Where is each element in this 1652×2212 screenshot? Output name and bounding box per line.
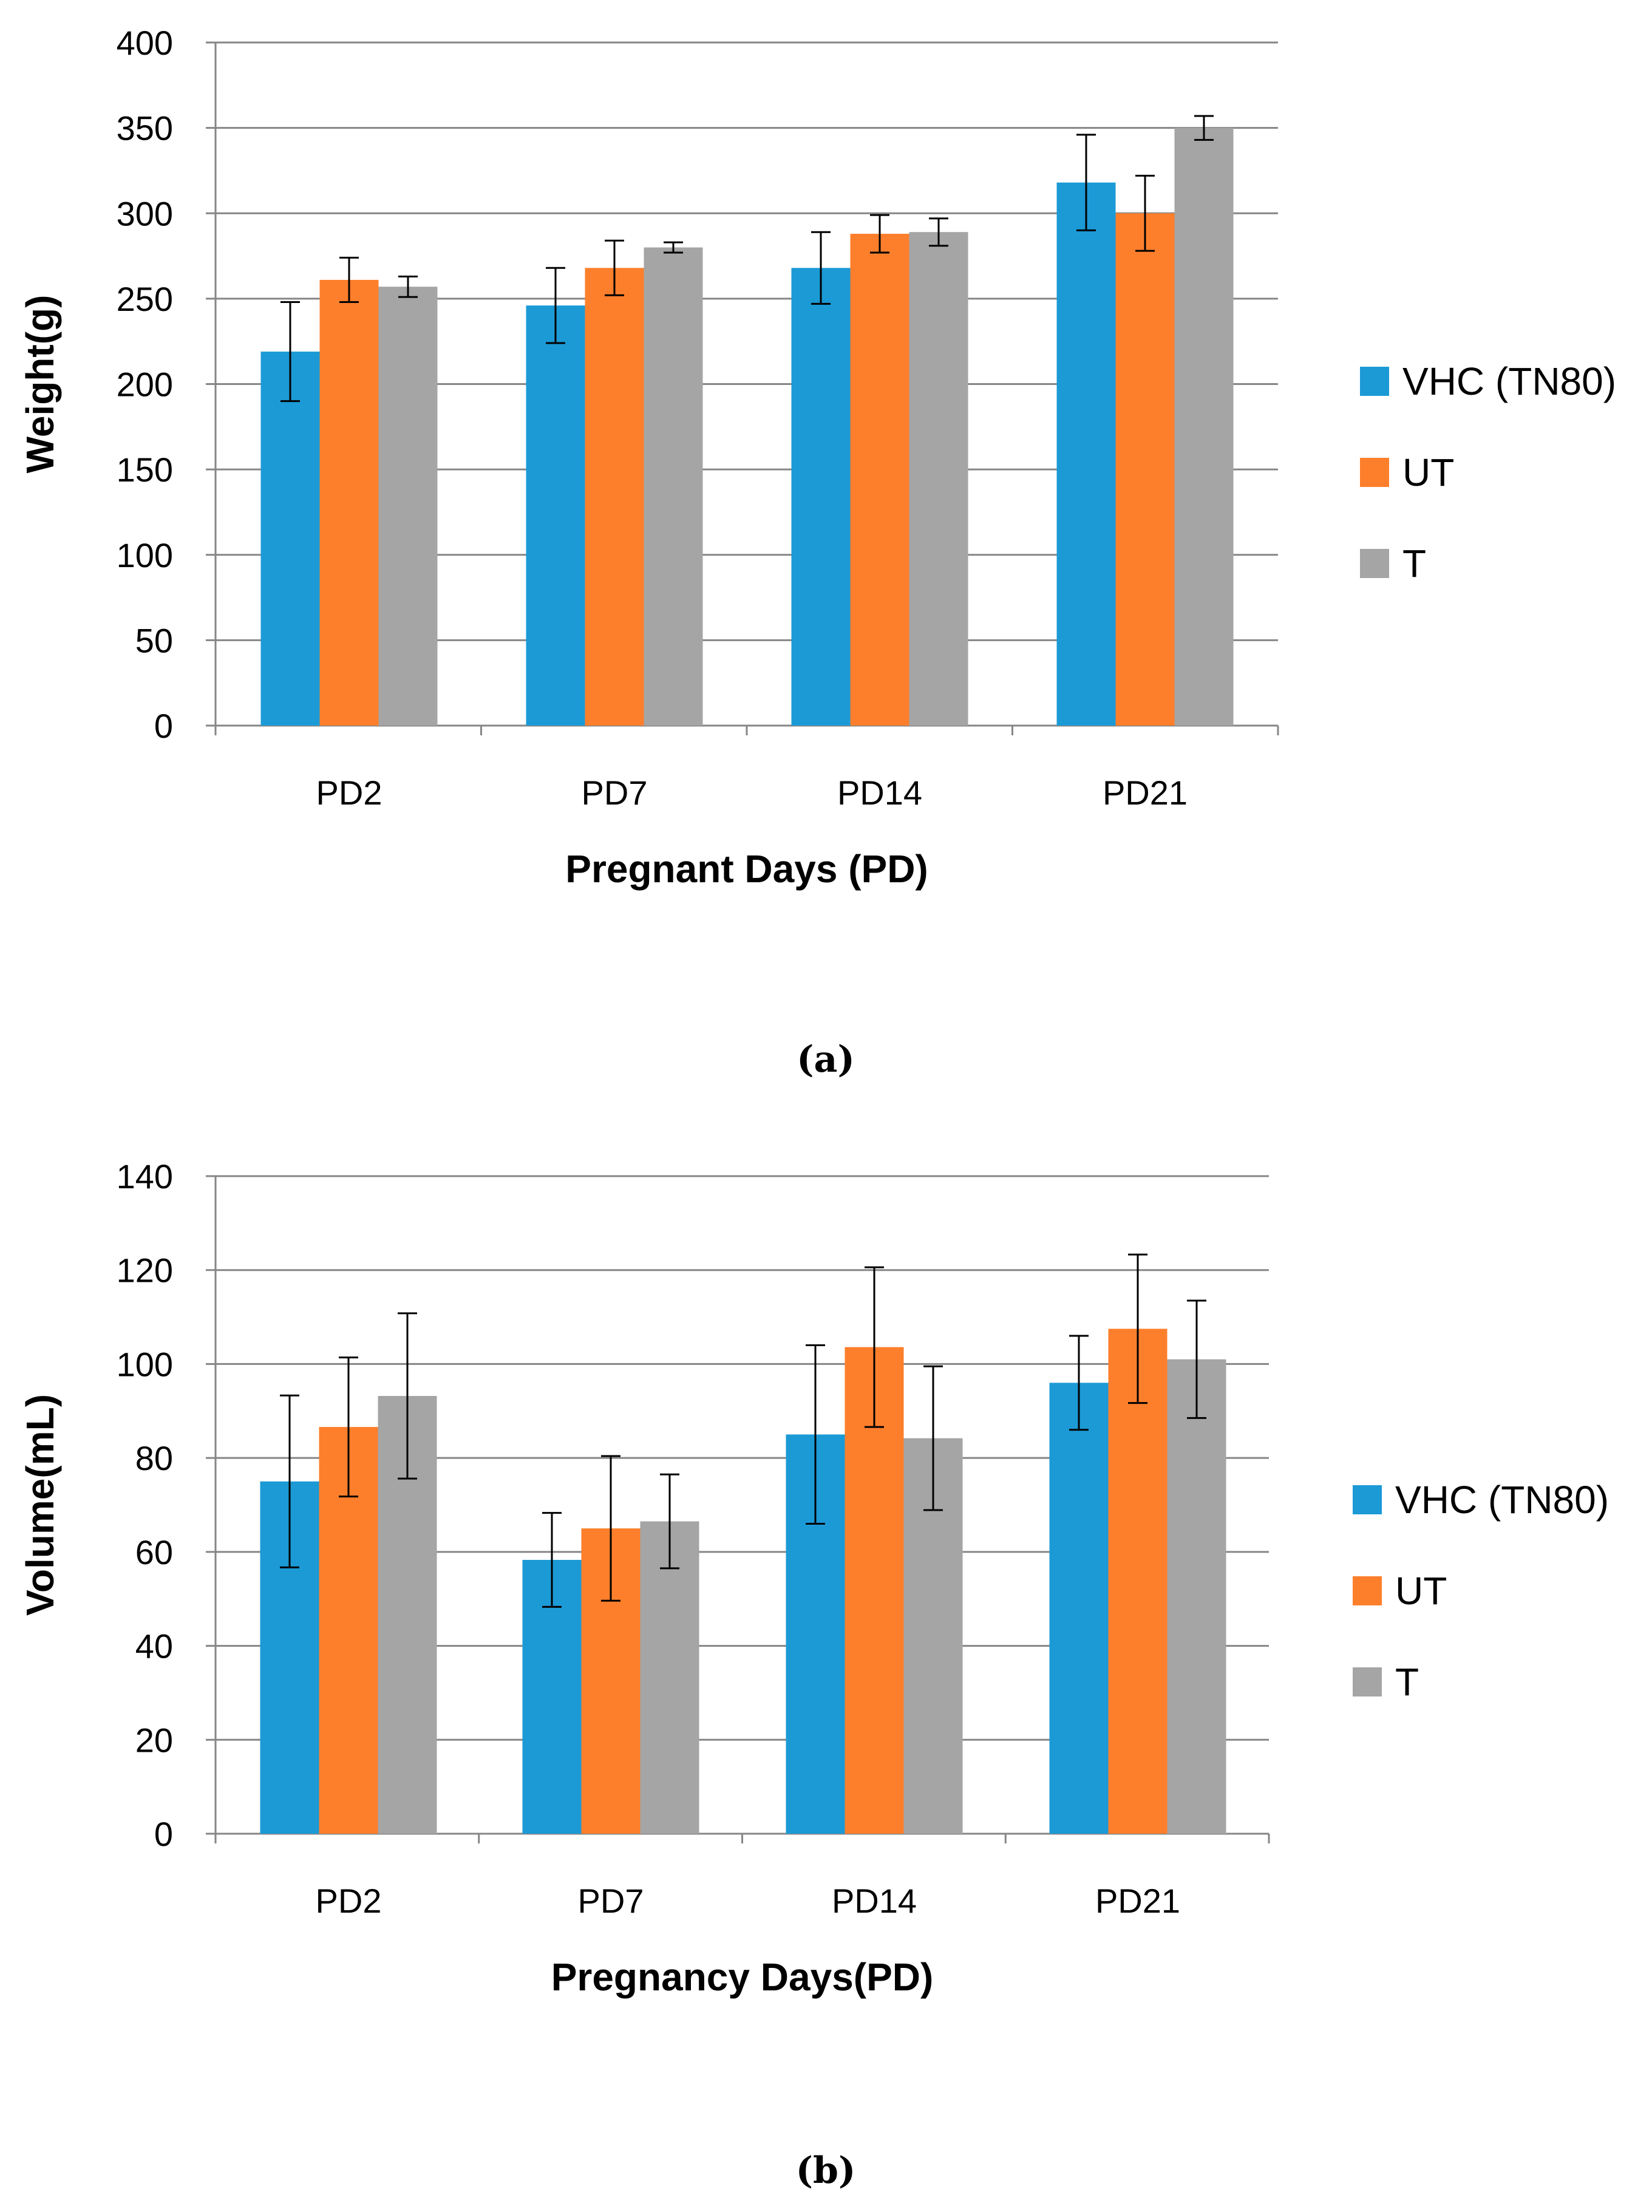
legend-swatch xyxy=(1360,458,1389,487)
y-tick-label: 0 xyxy=(154,1815,173,1853)
x-tick-label: PD21 xyxy=(1095,1882,1180,1920)
legend-swatch xyxy=(1360,549,1389,578)
x-axis-title: Pregnancy Days(PD) xyxy=(551,1955,934,1999)
error-bar xyxy=(664,241,683,254)
x-tick-label: PD7 xyxy=(578,1882,644,1920)
bar-t-pd21 xyxy=(1174,128,1234,726)
bar-vhc-tn80--pd21 xyxy=(1056,182,1116,726)
bar-vhc-tn80--pd7 xyxy=(526,305,585,726)
error-bar xyxy=(870,214,889,254)
bar-ut-pd14 xyxy=(845,1347,904,1834)
y-axis-title: Volume(mL) xyxy=(18,1394,62,1616)
bar-t-pd7 xyxy=(644,247,703,726)
x-tick-label: PD14 xyxy=(832,1882,917,1920)
y-tick-label: 150 xyxy=(117,451,173,489)
y-tick-label: 200 xyxy=(117,366,173,404)
legend-swatch xyxy=(1353,1576,1382,1605)
bar-ut-pd2 xyxy=(319,279,379,726)
panel-label: (b) xyxy=(796,2149,856,2192)
y-tick-label: 250 xyxy=(117,280,173,318)
x-tick-label: PD2 xyxy=(316,774,382,812)
error-bar xyxy=(1194,115,1214,141)
chart-b-volume: 0 20 40 60 80 100 120 140 PD2 PD7 PD14 PD21 Pregnanc… xyxy=(18,1157,1609,2192)
error-bar xyxy=(339,1356,358,1498)
legend-label: UT xyxy=(1395,1569,1447,1613)
y-tick-label: 50 xyxy=(135,621,173,659)
bar-vhc-tn80--pd21 xyxy=(1049,1383,1109,1834)
error-bar xyxy=(398,275,418,298)
legend-label: UT xyxy=(1402,451,1454,494)
legend-label: VHC (TN80) xyxy=(1395,1478,1609,1522)
error-bar xyxy=(806,1344,825,1525)
bar-vhc-tn80--pd14 xyxy=(791,268,851,726)
bar-ut-pd14 xyxy=(850,234,909,726)
y-tick-label: 40 xyxy=(135,1627,173,1666)
error-bar xyxy=(546,267,565,344)
y-tick-label: 60 xyxy=(135,1533,173,1571)
bar-vhc-tn80--pd2 xyxy=(260,352,320,726)
error-bar xyxy=(929,217,948,247)
error-bar xyxy=(280,1394,299,1568)
legend: VHC (TN80) UT T xyxy=(1353,1478,1609,1704)
legend-label: T xyxy=(1395,1660,1419,1704)
legend-label: VHC (TN80) xyxy=(1402,359,1616,403)
y-tick-label: 100 xyxy=(117,536,173,574)
x-tick-label: PD2 xyxy=(316,1882,382,1920)
legend-swatch xyxy=(1360,367,1389,396)
error-bar xyxy=(865,1266,884,1428)
legend-swatch xyxy=(1353,1667,1382,1696)
chart-a-weight: 0 50 100 150 200 250 300 350 400 PD2 PD7 PD14 PD21 Pr… xyxy=(18,24,1616,1081)
legend: VHC (TN80) UT T xyxy=(1360,359,1616,585)
bar-ut-pd21 xyxy=(1115,213,1175,726)
bar-t-pd21 xyxy=(1167,1359,1226,1834)
error-bar xyxy=(811,231,831,305)
y-tick-label: 350 xyxy=(117,109,173,148)
error-bar xyxy=(923,1365,943,1511)
bar-t-pd14 xyxy=(909,232,968,726)
y-tick-label: 140 xyxy=(117,1157,173,1196)
legend-swatch xyxy=(1353,1485,1382,1514)
y-tick-label: 300 xyxy=(117,194,173,233)
error-bar xyxy=(280,301,300,403)
y-axis-title: Weight(g) xyxy=(18,295,62,474)
error-bar xyxy=(1076,134,1096,231)
y-tick-label: 20 xyxy=(135,1721,173,1759)
bar-t-pd2 xyxy=(378,287,438,726)
y-tick-label: 100 xyxy=(117,1345,173,1383)
y-tick-label: 400 xyxy=(117,24,173,62)
panel-label: (a) xyxy=(797,1038,855,1081)
bar-ut-pd21 xyxy=(1108,1329,1168,1834)
x-axis-title: Pregnant Days (PD) xyxy=(565,847,928,891)
bar-ut-pd7 xyxy=(585,268,644,726)
y-tick-label: 0 xyxy=(154,707,173,745)
error-bar xyxy=(601,1455,620,1602)
error-bar xyxy=(1128,1253,1147,1404)
error-bar xyxy=(339,256,359,303)
bar-t-pd7 xyxy=(640,1521,699,1834)
y-tick-label: 80 xyxy=(135,1439,173,1477)
x-tick-label: PD21 xyxy=(1103,774,1188,812)
error-bar xyxy=(542,1512,562,1608)
legend-label: T xyxy=(1402,542,1426,585)
error-bar xyxy=(1187,1299,1206,1419)
error-bar xyxy=(605,239,624,296)
error-bar xyxy=(1069,1335,1089,1431)
y-tick-label: 120 xyxy=(117,1251,173,1290)
error-bar xyxy=(660,1473,679,1570)
x-tick-label: PD7 xyxy=(582,774,648,812)
error-bar xyxy=(398,1312,417,1480)
x-tick-label: PD14 xyxy=(837,774,922,812)
error-bar xyxy=(1135,174,1155,252)
